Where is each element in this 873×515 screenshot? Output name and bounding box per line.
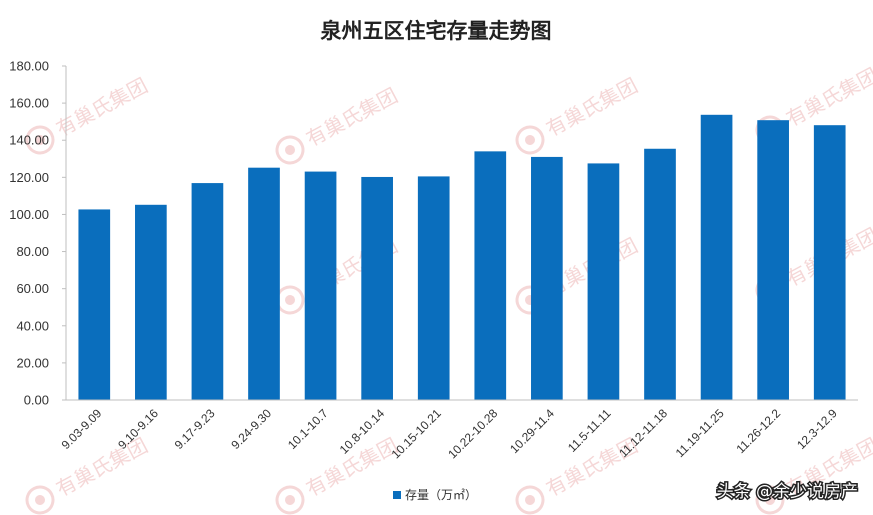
y-tick-label: 20.00 <box>16 355 49 370</box>
bar <box>135 204 167 400</box>
x-tick-label: 11.19-11.25 <box>673 406 727 460</box>
y-tick-label: 100.00 <box>9 207 49 222</box>
y-tick-label: 0.00 <box>24 393 49 408</box>
bar <box>191 183 224 400</box>
x-tick-label: 10.22-10.28 <box>445 406 500 461</box>
credit-text: 头条 @余少说房产 <box>717 482 858 502</box>
x-tick-label: 10.15-10.21 <box>389 406 444 461</box>
x-tick-label: 9.03-9.09 <box>59 406 105 452</box>
bar <box>361 176 393 400</box>
bar <box>813 125 846 400</box>
bars-group <box>78 114 846 400</box>
watermark-text: 有巢氏集团 <box>52 73 152 141</box>
x-tick-label: 9.17-9.23 <box>172 406 218 452</box>
bar <box>417 176 450 400</box>
y-tick-label: 60.00 <box>16 281 49 296</box>
watermark: 有巢氏集团 <box>755 433 873 515</box>
y-axis: 0.00 20.00 40.00 60.00 80.00 100.00 120.00 140.… <box>9 59 67 408</box>
y-tick-label: 120.00 <box>9 170 49 185</box>
legend-label: 存量（万㎡） <box>405 488 477 502</box>
y-tick-label: 180.00 <box>9 59 49 74</box>
y-tick-label: 80.00 <box>16 244 49 259</box>
watermark-text: 有巢氏集团 <box>302 83 402 151</box>
x-tick-label: 11.12-11.18 <box>616 406 670 460</box>
watermark: 有巢氏集团 <box>25 433 152 515</box>
legend-swatch <box>393 491 401 499</box>
bar <box>757 120 789 400</box>
watermark-text: 有巢氏集团 <box>542 73 642 141</box>
x-tick-label: 11.26-12.2 <box>733 406 783 456</box>
bar <box>78 209 111 400</box>
watermark-text: 有巢氏集团 <box>782 63 873 131</box>
bar <box>700 114 733 400</box>
bar <box>248 167 280 400</box>
bar <box>531 156 563 400</box>
x-axis: 9.03-9.09 9.10-9.16 9.17-9.23 9.24-9.30 10.1… <box>59 399 858 461</box>
x-tick-label: 10.1-10.7 <box>285 406 331 452</box>
legend: 存量（万㎡） <box>393 488 477 502</box>
chart-title: 泉州五区住宅存量走势图 <box>321 19 552 43</box>
bar <box>304 171 337 400</box>
y-tick-label: 140.00 <box>9 133 49 148</box>
y-tick-label: 40.00 <box>16 318 49 333</box>
bar <box>474 151 507 400</box>
x-tick-label: 12.3-12.9 <box>794 406 840 452</box>
bar <box>644 148 676 400</box>
watermark: 有巢氏集团 <box>515 73 642 155</box>
x-tick-label: 9.24-9.30 <box>228 406 274 452</box>
x-tick-label: 10.29-11.4 <box>507 406 557 456</box>
watermark: 有巢氏集团 <box>275 83 402 165</box>
y-tick-label: 160.00 <box>9 96 49 111</box>
bar <box>587 163 620 400</box>
